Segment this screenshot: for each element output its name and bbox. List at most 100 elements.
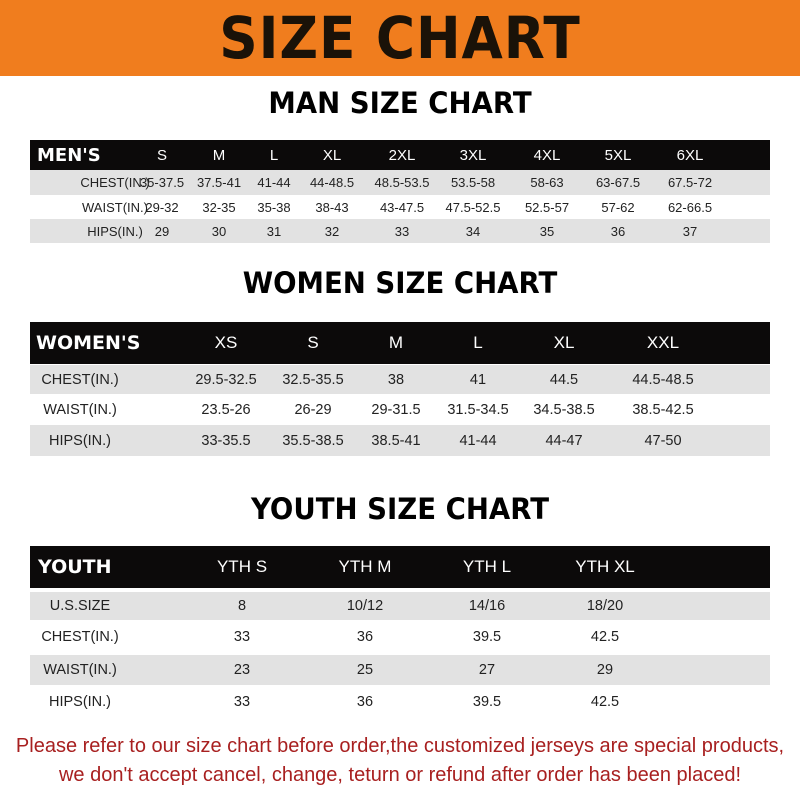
table-cell: 34 — [465, 223, 481, 239]
measure-label-cell: HIPS(IN.) — [48, 432, 112, 449]
table-row: CHEST(IN.) 35-37.5 37.5-41 41-44 44-48.5 48.5… — [30, 170, 770, 195]
measure-label-cell: CHEST(IN.) — [41, 371, 119, 388]
table-cell: 36 — [610, 223, 626, 239]
size-header-cell: S — [156, 146, 168, 164]
table-cell: 39.5 — [472, 629, 502, 645]
size-header-cell: YTH M — [338, 557, 392, 576]
size-header-cell: YTH L — [462, 557, 512, 576]
table-row: WAIST(IN.) 23 25 27 29 — [30, 655, 770, 685]
size-header-cell: YTH XL — [575, 557, 635, 576]
women-title: WOMEN SIZE CHART — [242, 266, 558, 300]
notice-line-2: we don't accept cancel, change, teturn o… — [58, 764, 742, 786]
table-cell: 25 — [356, 662, 374, 678]
table-cell: 62-66.5 — [667, 199, 713, 215]
table-cell: 33 — [233, 629, 251, 645]
youth-title: YOUTH SIZE CHART — [250, 492, 550, 526]
table-cell: 31.5-34.5 — [447, 402, 509, 418]
table-cell: 37.5-41 — [196, 175, 242, 190]
table-cell: 42.5 — [590, 629, 620, 645]
table-cell: 29 — [154, 223, 170, 239]
table-cell: 36 — [356, 694, 374, 710]
table-cell: 27 — [478, 662, 496, 678]
table-cell: 37 — [682, 223, 698, 239]
table-cell: 23 — [233, 662, 251, 678]
table-cell: 63-67.5 — [595, 175, 641, 190]
size-header-cell: XL — [553, 333, 575, 352]
table-cell: 38-43 — [315, 199, 349, 215]
size-header-cell: XS — [214, 333, 238, 352]
table-cell: 34.5-38.5 — [533, 402, 595, 418]
size-header-cell: 6XL — [676, 146, 704, 164]
table-title-cell: WOMEN'S — [36, 332, 141, 354]
table-cell: 29-31.5 — [371, 402, 421, 418]
size-header-cell: L — [269, 146, 279, 164]
table-cell: 29 — [596, 662, 614, 678]
banner-title: SIZE CHART — [219, 4, 581, 72]
measure-label-cell: HIPS(IN.) — [87, 223, 143, 239]
table-row: CHEST(IN.) 33 36 39.5 42.5 — [30, 622, 770, 652]
table-row: U.S.SIZE 8 10/12 14/16 18/20 — [30, 592, 770, 620]
table-title-cell: YOUTH — [38, 556, 112, 578]
table-row: HIPS(IN.) 29 30 31 32 33 34 35 36 37 — [30, 219, 770, 243]
table-cell: 41 — [469, 371, 487, 388]
size-header-cell: 5XL — [604, 146, 632, 164]
table-cell: 57-62 — [601, 199, 635, 215]
table-cell: 35-37.5 — [139, 175, 185, 190]
table-cell: 32 — [324, 223, 340, 239]
table-cell: 14/16 — [468, 598, 506, 614]
table-cell: 33 — [394, 223, 410, 239]
size-header-cell: XXL — [646, 333, 680, 352]
size-header-cell: S — [307, 333, 319, 352]
table-cell: 42.5 — [590, 694, 620, 710]
table-cell: 44.5 — [549, 371, 579, 388]
table-cell: 32-35 — [202, 199, 236, 215]
table-cell: 44-48.5 — [309, 175, 355, 190]
table-cell: 18/20 — [586, 598, 624, 614]
table-cell: 36 — [356, 629, 374, 645]
table-cell: 33 — [233, 694, 251, 710]
table-cell: 32.5-35.5 — [282, 371, 344, 388]
table-cell: 41-44 — [257, 175, 291, 190]
table-header-row: YOUTH YTH S YTH M YTH L YTH XL — [30, 546, 770, 588]
table-cell: 26-29 — [294, 402, 332, 418]
measure-label-cell: WAIST(IN.) — [43, 402, 117, 418]
table-cell: 33-35.5 — [201, 432, 251, 449]
measure-label-cell: U.S.SIZE — [49, 598, 111, 614]
table-cell: 47-50 — [644, 432, 682, 449]
table-row: WAIST(IN.) 29-32 32-35 35-38 38-43 43-47.5 47.… — [30, 195, 770, 219]
size-header-cell: L — [473, 333, 483, 352]
table-row: HIPS(IN.) 33-35.5 35.5-38.5 38.5-41 41-44 44-… — [30, 425, 770, 456]
table-cell: 8 — [237, 598, 247, 614]
table-header-row: MEN'S S M L XL 2XL 3XL 4XL 5XL 6XL — [30, 140, 770, 170]
table-cell: 23.5-26 — [201, 402, 251, 418]
table-header-row: WOMEN'S XS S M L XL XXL — [30, 322, 770, 364]
size-header-cell: XL — [322, 146, 342, 164]
size-header-cell: 3XL — [459, 146, 487, 164]
measure-label-cell: WAIST(IN.) — [43, 662, 117, 678]
men-title: MAN SIZE CHART — [268, 86, 532, 120]
table-cell: 52.5-57 — [524, 199, 570, 215]
table-row: WAIST(IN.) 23.5-26 26-29 29-31.5 31.5-34.5 34… — [30, 395, 770, 425]
table-cell: 38.5-42.5 — [632, 402, 694, 418]
table-cell: 35.5-38.5 — [282, 432, 344, 449]
measure-label-cell: WAIST(IN.) — [82, 199, 148, 215]
table-cell: 39.5 — [472, 694, 502, 710]
table-cell: 41-44 — [459, 432, 497, 449]
table-cell: 38.5-41 — [371, 432, 421, 449]
table-cell: 47.5-52.5 — [445, 199, 501, 215]
table-cell: 43-47.5 — [379, 199, 425, 215]
measure-label-cell: CHEST(IN.) — [41, 629, 119, 645]
size-header-cell: M — [388, 333, 404, 352]
table-cell: 10/12 — [346, 598, 384, 614]
table-cell: 30 — [211, 223, 227, 239]
table-cell: 53.5-58 — [450, 175, 496, 190]
table-cell: 44.5-48.5 — [632, 371, 694, 388]
table-cell: 29-32 — [145, 199, 179, 215]
banner: SIZE CHART — [0, 0, 800, 76]
table-row: CHEST(IN.) 29.5-32.5 32.5-35.5 38 41 44.5 44.5… — [30, 365, 770, 394]
table-cell: 38 — [387, 371, 405, 388]
size-header-cell: M — [212, 146, 226, 164]
measure-label-cell: HIPS(IN.) — [48, 694, 112, 710]
table-cell: 48.5-53.5 — [374, 175, 430, 190]
table-row: HIPS(IN.) 33 36 39.5 42.5 — [30, 688, 770, 716]
